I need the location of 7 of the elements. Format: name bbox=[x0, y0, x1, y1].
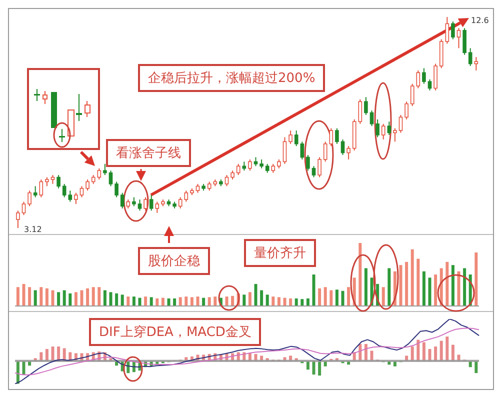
annotation: 3.12 bbox=[24, 225, 42, 234]
annotation: DIF上穿DEA，MACD金叉 bbox=[89, 318, 262, 346]
annotation: 量价齐升 bbox=[244, 239, 316, 267]
annotation: 看涨舍子线 bbox=[106, 139, 191, 167]
annotation: 企稳后拉升，涨幅超过200% bbox=[138, 64, 326, 92]
annotation: 股价企稳 bbox=[138, 247, 210, 275]
annotation: 12.6 bbox=[471, 16, 489, 25]
